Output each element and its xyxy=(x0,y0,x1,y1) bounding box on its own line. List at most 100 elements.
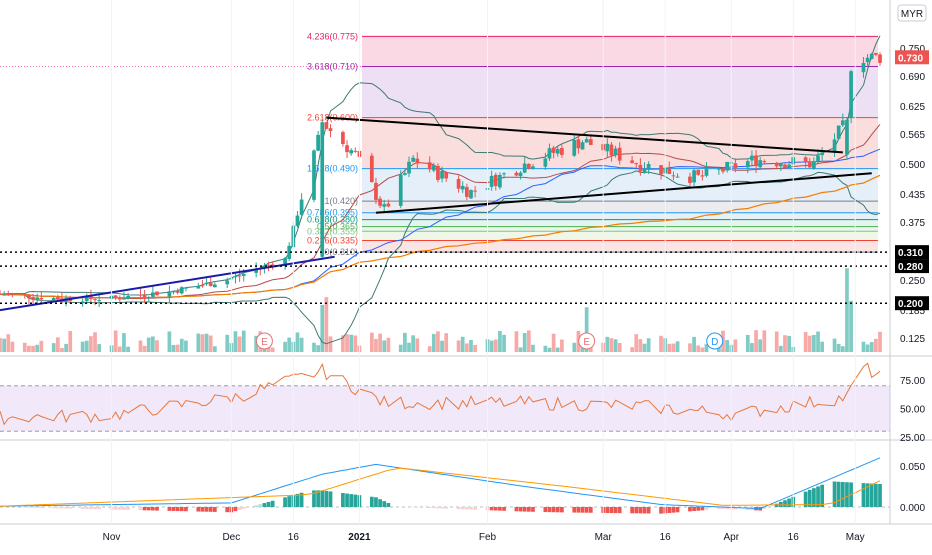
candle-body xyxy=(341,132,345,144)
volume-bar xyxy=(283,342,287,352)
candle xyxy=(341,131,345,147)
time-axis-label: May xyxy=(846,532,865,543)
volume-bar xyxy=(494,340,498,352)
volume-bar xyxy=(696,345,700,352)
event-marker[interactable]: E xyxy=(579,333,595,349)
candle-body xyxy=(783,165,787,168)
candle-body xyxy=(870,54,874,59)
candle-body xyxy=(589,139,593,145)
candle-body xyxy=(812,162,816,168)
candle-body xyxy=(519,173,523,176)
candle-body xyxy=(556,149,560,154)
macd-histogram-bar xyxy=(659,507,663,514)
macd-histogram-bar xyxy=(874,484,878,507)
macd-histogram-bar xyxy=(787,499,791,507)
volume-bar xyxy=(490,341,494,352)
time-axis-label: 16 xyxy=(788,532,800,543)
volume-bar xyxy=(436,331,440,352)
volume-bar xyxy=(837,344,841,352)
event-marker[interactable]: E xyxy=(256,333,272,349)
volume-bar xyxy=(11,342,15,352)
candle-body xyxy=(845,120,849,155)
candle-body xyxy=(457,179,461,189)
volume-bar xyxy=(411,335,415,352)
macd-histogram-bar xyxy=(271,501,275,507)
volume-bar xyxy=(572,343,576,352)
macd-histogram-bar xyxy=(320,490,324,507)
candle-body xyxy=(754,155,758,166)
candle-body xyxy=(27,295,31,299)
candle-body xyxy=(201,285,205,286)
candle-body xyxy=(849,71,853,117)
volume-bar xyxy=(833,339,837,352)
time-axis-label: 2021 xyxy=(348,532,371,543)
volume-bar xyxy=(461,337,465,352)
volume-bar xyxy=(874,339,878,352)
candle-body xyxy=(779,164,783,167)
macd-histogram-bar xyxy=(705,507,709,510)
macd-histogram-bar xyxy=(630,507,634,513)
volume-bar xyxy=(845,268,849,352)
macd-histogram-bar xyxy=(184,507,188,511)
volume-bar xyxy=(60,348,64,352)
macd-histogram-bar xyxy=(527,507,531,512)
candle-body xyxy=(643,169,647,172)
macd-histogram-bar xyxy=(878,484,882,507)
trendline[interactable] xyxy=(0,257,335,310)
candle-body xyxy=(184,287,188,288)
candle-body xyxy=(639,165,643,172)
volume-bar xyxy=(605,337,609,352)
macd-histogram-bar xyxy=(180,507,184,511)
candle-body xyxy=(118,298,122,299)
volume-bar xyxy=(89,336,93,352)
volume-bar xyxy=(242,331,246,352)
candle-body xyxy=(667,169,671,174)
fib-zone xyxy=(362,36,878,66)
price-axis-tick: 0.565 xyxy=(900,130,925,141)
horizontal-levels[interactable] xyxy=(0,252,890,303)
volume-bar xyxy=(560,340,564,352)
candle xyxy=(316,131,320,151)
volume-bar xyxy=(139,340,143,352)
candle-body xyxy=(329,128,333,131)
candle-body xyxy=(312,151,316,200)
candle-body xyxy=(705,168,709,175)
candle xyxy=(312,149,316,202)
macd-histogram-bar xyxy=(837,482,841,507)
macd-histogram-bar xyxy=(151,507,155,510)
volume-bar xyxy=(378,334,382,352)
price-badge: 0.200 xyxy=(895,296,929,310)
candle-body xyxy=(548,148,552,158)
macd-histogram-bar xyxy=(700,507,704,510)
macd-histogram-bar xyxy=(353,495,357,507)
candle-body xyxy=(700,175,704,176)
candle xyxy=(93,297,97,305)
macd-histogram-bar xyxy=(155,507,159,511)
volume-bar xyxy=(349,335,353,352)
macd-histogram-bar xyxy=(283,497,287,507)
candle-body xyxy=(440,171,444,179)
candle xyxy=(436,163,440,182)
candle-body xyxy=(878,54,882,62)
volume-bar xyxy=(618,343,622,352)
candle xyxy=(370,153,374,183)
event-marker[interactable]: D xyxy=(707,333,723,349)
event-marker-label[interactable]: E xyxy=(583,337,590,348)
candle xyxy=(213,282,217,287)
candle xyxy=(97,295,101,307)
candle-body xyxy=(560,148,564,155)
macd-histogram-bar xyxy=(89,507,93,509)
candle xyxy=(0,290,2,295)
candle-body xyxy=(382,204,386,207)
volume-bar xyxy=(118,347,122,352)
candle-body xyxy=(523,164,527,173)
candle xyxy=(399,170,403,208)
event-marker-label[interactable]: D xyxy=(711,337,718,348)
candle-body xyxy=(234,276,238,277)
event-marker-label[interactable]: E xyxy=(261,337,268,348)
macd-histogram-bar xyxy=(428,507,432,508)
price-axis-tick: 0.125 xyxy=(900,334,925,345)
volume-bar xyxy=(407,343,411,352)
